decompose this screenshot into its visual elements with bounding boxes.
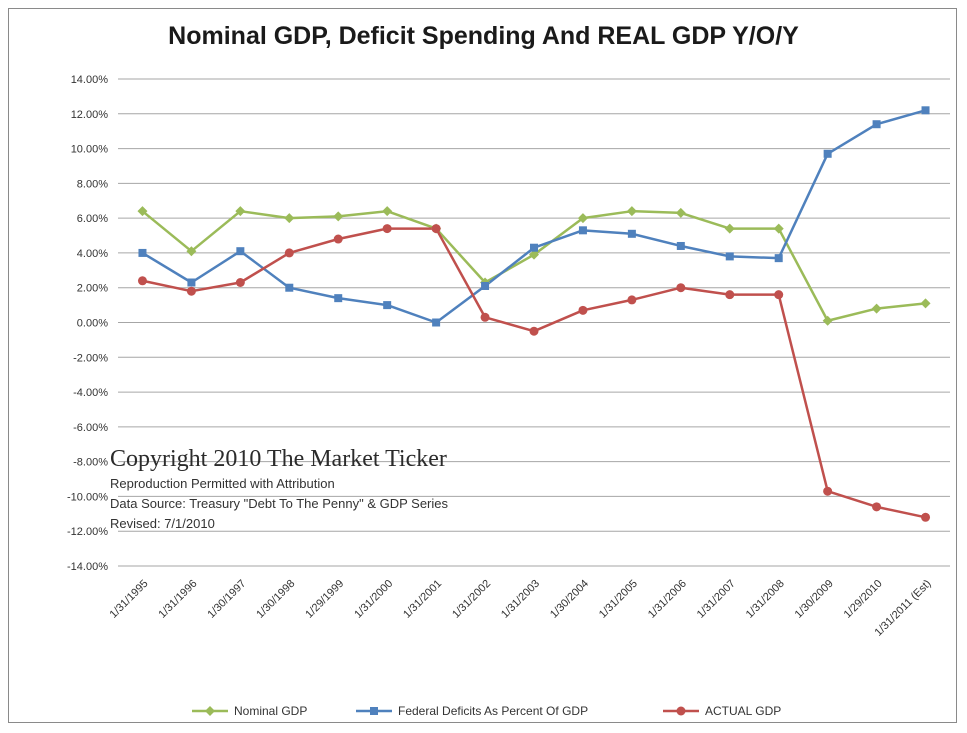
data-point: [284, 213, 295, 224]
data-point: [921, 512, 931, 522]
y-tick-label: 10.00%: [71, 144, 109, 156]
y-axis-ticks: 14.00% 12.00% 10.00% 8.00% 6.00% 4.00% 2.00% 0.…: [67, 74, 108, 573]
data-point: [235, 206, 246, 217]
chart-frame: [8, 8, 957, 723]
legend: Nominal GDP Federal Deficits As Percent O…: [192, 704, 781, 718]
data-point: [235, 277, 245, 287]
x-tick-label: 1/29/2010: [842, 578, 885, 621]
x-tick-label: 1/30/2004: [548, 578, 591, 621]
data-point: [578, 305, 588, 315]
data-point: [382, 206, 393, 217]
y-tick-label: 14.00%: [71, 74, 109, 86]
data-point: [676, 283, 686, 293]
data-point: [675, 207, 686, 218]
series-markers: [137, 106, 931, 522]
x-tick-label: 1/31/2001: [401, 578, 444, 621]
data-point: [871, 303, 882, 314]
x-tick-label: 1/31/2005: [597, 578, 640, 621]
data-point: [823, 486, 833, 496]
data-point: [578, 226, 587, 235]
legend-marker: [676, 706, 686, 716]
data-point: [530, 243, 538, 252]
y-tick-label: -4.00%: [73, 387, 108, 399]
data-point: [872, 502, 882, 512]
data-point: [627, 229, 636, 238]
data-point: [822, 315, 833, 326]
data-point: [774, 254, 783, 263]
data-point: [872, 120, 881, 129]
data-point: [187, 278, 196, 287]
y-tick-label: 12.00%: [71, 109, 109, 121]
data-point: [725, 290, 735, 300]
copyright-notice: Copyright 2010 The Market Ticker Reprodu…: [110, 444, 448, 534]
data-point: [529, 326, 539, 336]
x-tick-label: 1/30/1997: [205, 578, 248, 621]
series-line-1: [141, 109, 926, 324]
x-tick-label: 1/31/1995: [108, 578, 151, 621]
data-point: [773, 223, 784, 234]
data-point: [823, 149, 832, 158]
x-tick-label: 1/30/2009: [793, 578, 836, 621]
data-point: [431, 224, 441, 234]
data-point: [382, 224, 392, 234]
data-point: [333, 211, 344, 222]
data-point: [236, 247, 245, 256]
data-point: [333, 234, 343, 244]
x-tick-label: 1/31/2007: [695, 578, 738, 621]
legend-marker: [205, 706, 215, 716]
data-point: [137, 206, 148, 217]
data-point: [921, 106, 930, 115]
data-point: [577, 213, 588, 224]
data-point: [724, 223, 735, 234]
x-tick-label: 1/30/1998: [254, 578, 297, 621]
x-tick-label: 1/31/1996: [156, 578, 199, 621]
data-point: [627, 295, 637, 305]
data-point: [529, 249, 539, 260]
data-point: [383, 301, 392, 310]
y-tick-label: 8.00%: [77, 178, 108, 190]
y-tick-label: -10.00%: [67, 491, 108, 503]
x-axis-ticks: 1/31/1995 1/31/1996 1/30/1997 1/30/1998 1/29…: [108, 578, 934, 639]
legend-label: Federal Deficits As Percent Of GDP: [398, 704, 588, 718]
x-tick-label: 1/31/2006: [646, 578, 689, 621]
legend-label: Nominal GDP: [234, 704, 307, 718]
data-source-text: Data Source: Treasury "Debt To The Penny…: [110, 496, 449, 511]
x-tick-label: 1/31/2003: [499, 578, 542, 621]
x-tick-label: 1/31/2008: [744, 578, 787, 621]
data-point: [432, 318, 441, 327]
legend-marker: [370, 707, 378, 715]
y-tick-label: -14.00%: [67, 561, 108, 573]
y-tick-label: -2.00%: [73, 352, 108, 364]
data-point: [725, 252, 734, 261]
y-tick-label: 6.00%: [77, 213, 108, 225]
copyright-text: Copyright 2010 The Market Ticker: [110, 446, 447, 472]
y-tick-label: 4.00%: [77, 248, 108, 260]
data-point: [284, 248, 294, 258]
data-point: [481, 281, 490, 290]
data-point: [137, 276, 147, 286]
data-point: [186, 286, 196, 296]
y-tick-label: -8.00%: [73, 457, 108, 469]
data-point: [138, 248, 147, 257]
data-point: [774, 290, 784, 300]
data-point: [920, 298, 931, 309]
data-point: [676, 241, 685, 250]
chart-title: Nominal GDP, Deficit Spending And REAL G…: [168, 22, 799, 50]
data-point: [334, 294, 343, 303]
attribution-text: Reproduction Permitted with Attribution: [110, 476, 335, 491]
data-point: [480, 312, 490, 322]
data-point: [186, 246, 197, 257]
legend-label: ACTUAL GDP: [705, 704, 781, 718]
y-tick-label: -6.00%: [73, 422, 108, 434]
y-tick-label: 0.00%: [77, 318, 108, 330]
y-tick-label: 2.00%: [77, 283, 108, 295]
data-point: [626, 206, 637, 217]
data-point: [285, 283, 294, 292]
x-tick-label: 1/31/2000: [352, 578, 395, 621]
x-tick-label: 1/29/1999: [303, 578, 346, 621]
revised-text: Revised: 7/1/2010: [110, 516, 215, 531]
y-tick-label: -12.00%: [67, 526, 108, 538]
x-tick-label: 1/31/2002: [450, 578, 493, 621]
